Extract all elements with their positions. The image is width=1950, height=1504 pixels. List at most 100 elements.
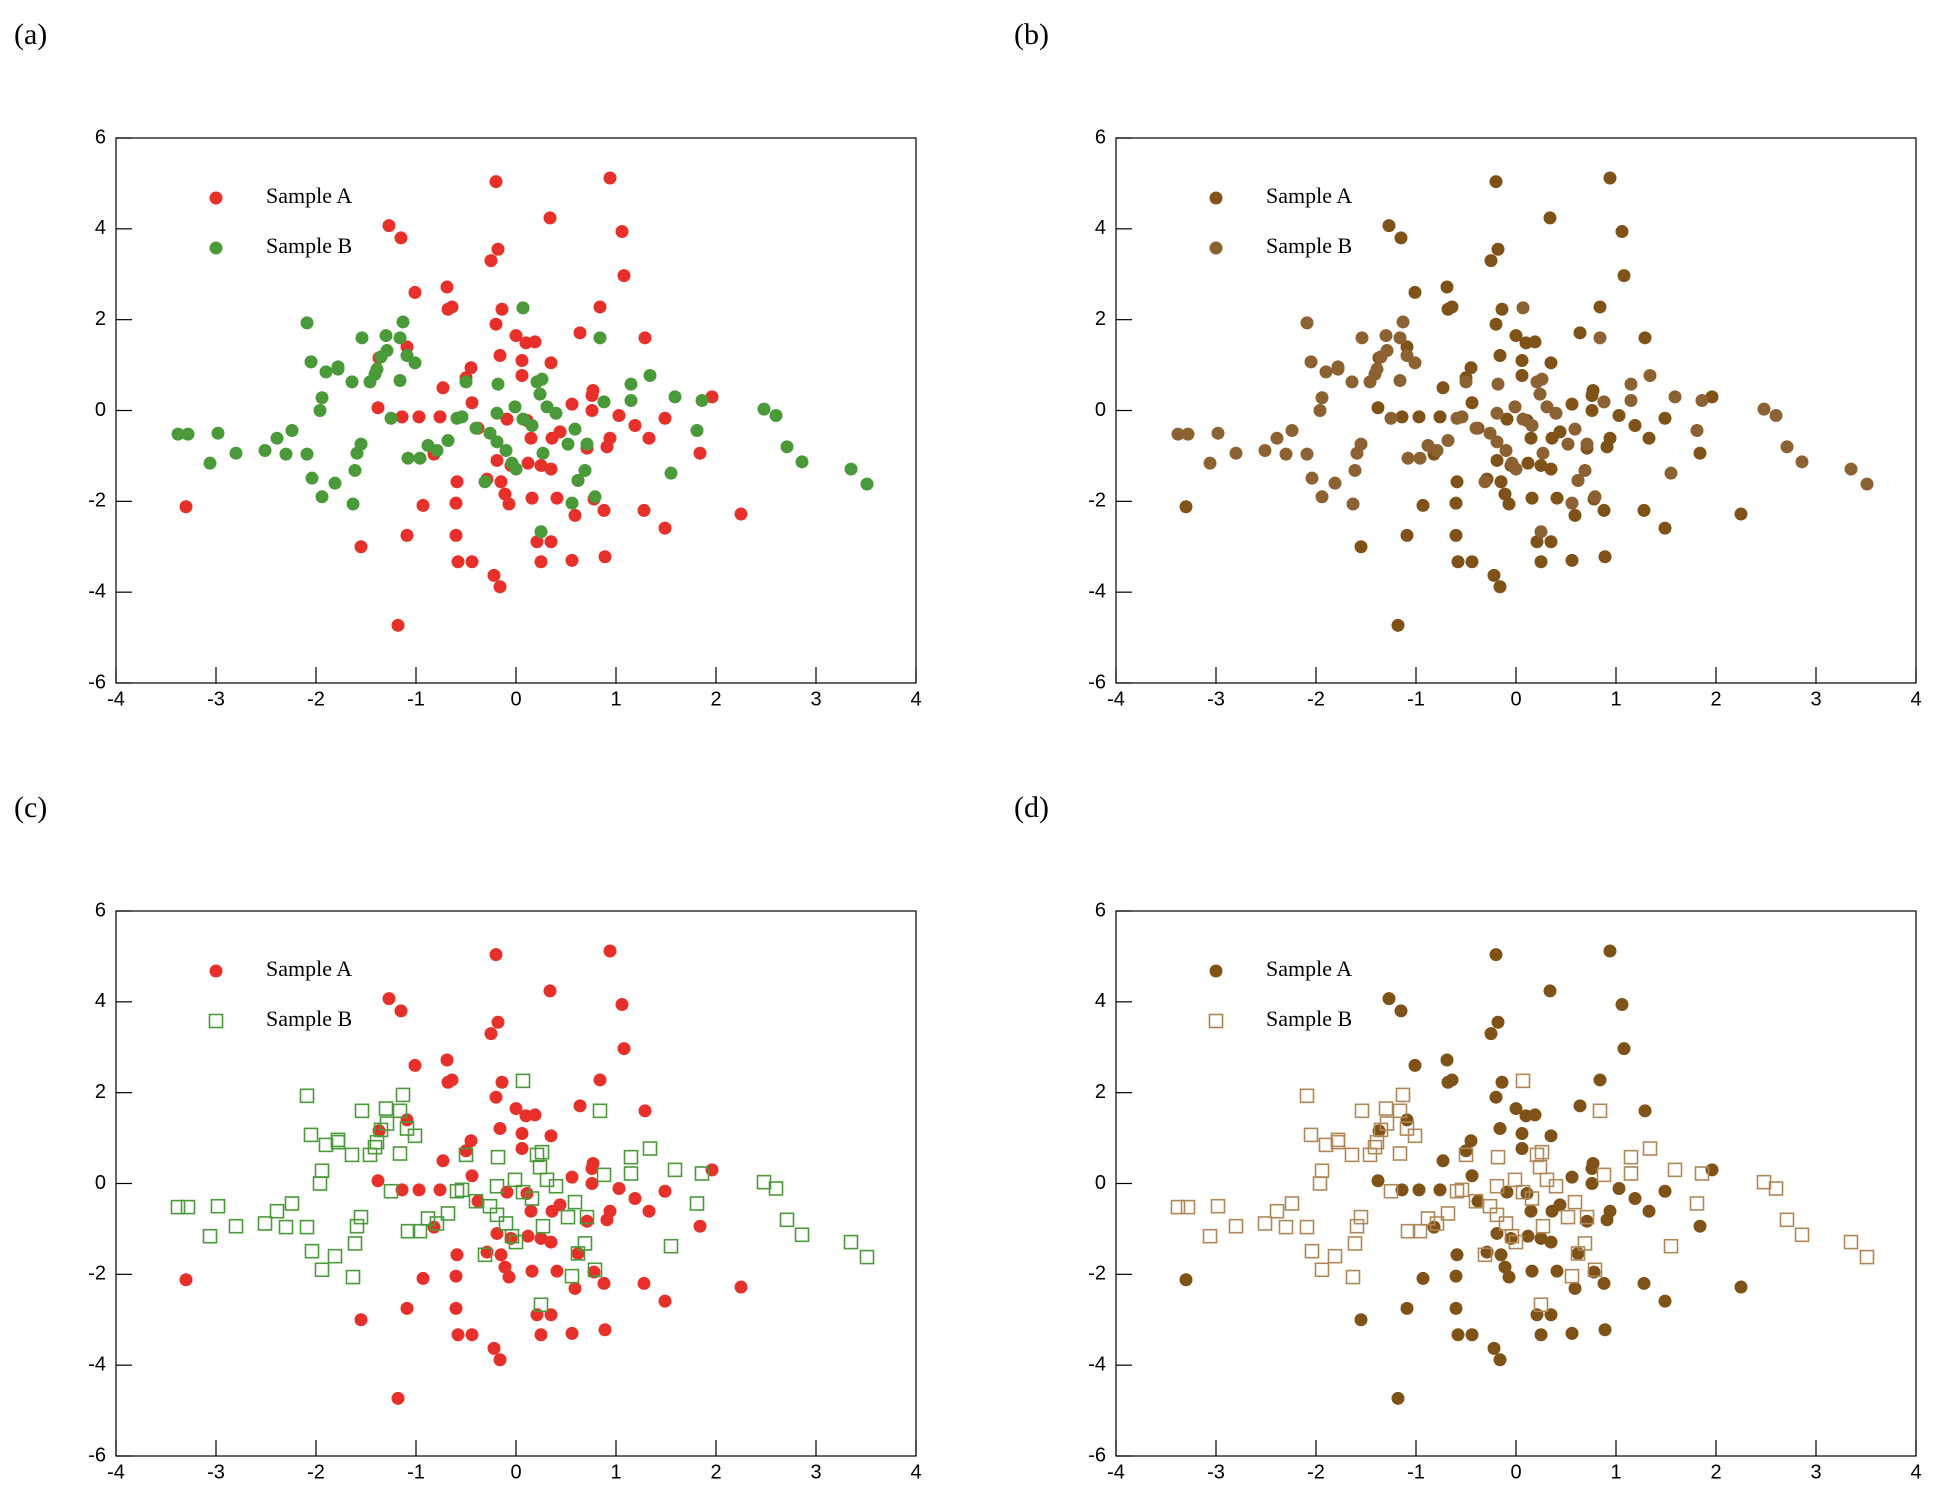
point bbox=[1667, 1162, 1683, 1178]
x-tick-label: 3 bbox=[810, 1461, 821, 1483]
point bbox=[1668, 390, 1682, 404]
point bbox=[1454, 1182, 1470, 1198]
point bbox=[1534, 1144, 1550, 1160]
point bbox=[600, 1213, 614, 1227]
point bbox=[588, 490, 602, 504]
y-tick-label: 0 bbox=[1095, 1172, 1106, 1194]
point bbox=[1490, 1149, 1506, 1165]
point bbox=[179, 500, 193, 514]
point bbox=[412, 410, 426, 424]
point bbox=[383, 1183, 399, 1199]
point bbox=[1382, 992, 1396, 1006]
point bbox=[1464, 1134, 1478, 1148]
point bbox=[1579, 1209, 1595, 1225]
point bbox=[544, 535, 558, 549]
point bbox=[1535, 1218, 1551, 1234]
point bbox=[1544, 462, 1558, 476]
legend-marker bbox=[208, 1013, 224, 1029]
point bbox=[1507, 1172, 1523, 1188]
point bbox=[347, 1236, 363, 1251]
point bbox=[521, 456, 535, 470]
point bbox=[1436, 381, 1450, 395]
point bbox=[1585, 404, 1599, 417]
point bbox=[314, 1163, 330, 1179]
point bbox=[394, 1004, 408, 1018]
point bbox=[1449, 528, 1463, 542]
point bbox=[1603, 171, 1617, 185]
point bbox=[1371, 401, 1385, 415]
point bbox=[1502, 1270, 1516, 1284]
point bbox=[1489, 175, 1503, 189]
point bbox=[494, 475, 508, 489]
x-tick-label: -1 bbox=[407, 688, 425, 710]
point bbox=[1346, 497, 1360, 511]
point bbox=[1756, 1174, 1772, 1190]
point bbox=[859, 1249, 875, 1265]
point bbox=[1483, 426, 1497, 440]
point bbox=[1597, 395, 1611, 409]
point bbox=[1544, 1308, 1558, 1322]
point bbox=[1565, 1170, 1579, 1184]
point bbox=[395, 1087, 411, 1103]
point bbox=[355, 331, 369, 345]
point bbox=[1638, 1104, 1652, 1118]
point bbox=[499, 443, 513, 457]
point bbox=[564, 1268, 580, 1284]
y-tick-label: 0 bbox=[1095, 399, 1106, 421]
point bbox=[1573, 1099, 1587, 1113]
y-tick-label: 4 bbox=[95, 217, 106, 239]
point bbox=[580, 437, 594, 451]
point bbox=[658, 411, 672, 425]
point bbox=[371, 401, 385, 415]
point bbox=[1345, 1269, 1361, 1285]
point bbox=[693, 446, 707, 460]
point bbox=[693, 1219, 707, 1233]
point bbox=[391, 1391, 405, 1405]
point bbox=[534, 525, 548, 539]
point bbox=[1860, 477, 1874, 491]
point bbox=[1179, 500, 1193, 514]
point bbox=[449, 528, 463, 542]
point bbox=[1544, 1129, 1558, 1143]
point bbox=[1203, 456, 1217, 470]
point bbox=[598, 1323, 612, 1337]
point bbox=[477, 1247, 493, 1263]
point bbox=[1354, 1103, 1370, 1119]
point bbox=[549, 406, 563, 420]
point bbox=[318, 1137, 334, 1153]
point bbox=[1490, 453, 1504, 467]
point bbox=[458, 1147, 474, 1163]
point bbox=[382, 992, 396, 1006]
point bbox=[408, 1058, 422, 1072]
point bbox=[465, 396, 479, 410]
point bbox=[491, 1015, 505, 1029]
point bbox=[1600, 440, 1614, 454]
point bbox=[1587, 1262, 1603, 1278]
point bbox=[314, 1262, 330, 1278]
point bbox=[372, 1124, 386, 1138]
point bbox=[1543, 211, 1557, 225]
point bbox=[210, 1198, 226, 1214]
point bbox=[1493, 1353, 1507, 1367]
x-tick-label: -2 bbox=[1307, 1461, 1325, 1483]
point bbox=[1484, 254, 1498, 268]
point bbox=[593, 331, 607, 345]
point bbox=[455, 410, 469, 424]
point bbox=[1593, 1073, 1607, 1087]
point bbox=[525, 418, 539, 432]
point bbox=[1451, 555, 1465, 569]
panel-label: (a) bbox=[14, 18, 47, 51]
point bbox=[1491, 377, 1505, 391]
point bbox=[1598, 550, 1612, 564]
point bbox=[1528, 1108, 1542, 1122]
point bbox=[1643, 369, 1657, 383]
point bbox=[1642, 1141, 1658, 1156]
point bbox=[299, 1088, 315, 1104]
point bbox=[1615, 225, 1629, 239]
point bbox=[1561, 437, 1575, 451]
point bbox=[1515, 354, 1529, 368]
point bbox=[515, 1127, 529, 1141]
point bbox=[483, 426, 497, 440]
point bbox=[459, 375, 473, 389]
